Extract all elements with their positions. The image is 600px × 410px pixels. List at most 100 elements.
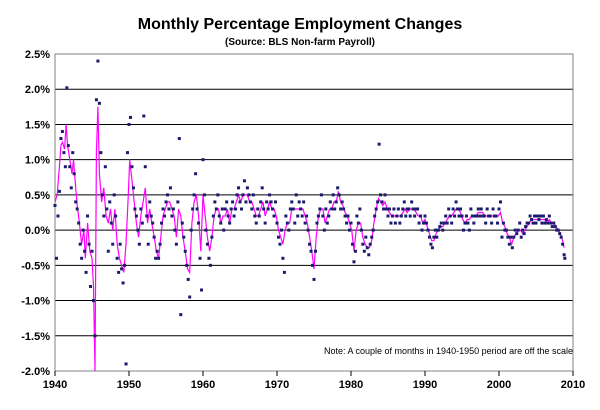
data-point <box>350 242 354 246</box>
data-point <box>541 214 545 218</box>
data-point <box>432 235 436 239</box>
data-point <box>365 246 369 250</box>
data-point <box>319 193 323 197</box>
data-point <box>355 214 359 218</box>
data-point <box>488 214 492 218</box>
data-point <box>87 242 91 246</box>
data-point <box>124 362 128 366</box>
chart-subtitle: (Source: BLS Non-farm Payroll) <box>225 37 375 48</box>
data-point <box>262 207 266 211</box>
data-point <box>327 214 331 218</box>
data-point <box>359 228 363 232</box>
data-point <box>232 214 236 218</box>
data-point <box>401 207 405 211</box>
data-point <box>504 228 508 232</box>
data-point <box>241 193 245 197</box>
data-point <box>527 221 531 225</box>
data-point <box>269 200 273 204</box>
data-point <box>210 235 214 239</box>
data-point <box>160 221 164 225</box>
data-point <box>479 207 483 211</box>
data-point <box>211 214 215 218</box>
data-point <box>396 207 400 211</box>
data-point <box>284 214 288 218</box>
data-point <box>509 235 513 239</box>
data-point <box>228 221 232 225</box>
data-point <box>126 151 130 155</box>
data-point <box>478 214 482 218</box>
data-point <box>303 221 307 225</box>
data-point <box>549 221 553 225</box>
data-point <box>374 207 378 211</box>
data-point <box>257 214 261 218</box>
data-point <box>146 242 150 246</box>
data-point <box>408 214 412 218</box>
data-point <box>413 214 417 218</box>
data-point <box>356 221 360 225</box>
data-point <box>112 193 116 197</box>
data-point <box>245 186 249 190</box>
data-point <box>204 228 208 232</box>
data-point <box>367 253 371 257</box>
data-point <box>102 214 106 218</box>
data-point <box>54 256 58 260</box>
data-point <box>242 179 246 183</box>
data-point <box>463 221 467 225</box>
data-point <box>93 334 97 338</box>
data-point <box>128 115 132 119</box>
data-point <box>543 221 547 225</box>
data-point <box>276 235 280 239</box>
data-point <box>94 98 98 102</box>
data-point <box>457 214 461 218</box>
data-point <box>459 207 463 211</box>
data-point <box>444 214 448 218</box>
data-point <box>445 221 449 225</box>
data-point <box>352 260 356 264</box>
data-point <box>174 242 178 246</box>
data-point <box>447 207 451 211</box>
data-point <box>368 242 372 246</box>
y-tick-label: 2.5% <box>25 49 50 61</box>
data-point <box>538 214 542 218</box>
data-point <box>108 200 112 204</box>
data-point <box>111 242 115 246</box>
data-point <box>494 214 498 218</box>
data-point <box>157 256 161 260</box>
data-point <box>151 221 155 225</box>
data-point <box>371 228 375 232</box>
data-point <box>170 214 174 218</box>
y-tick-label: 1.5% <box>25 119 50 131</box>
data-point <box>339 207 343 211</box>
data-point <box>265 200 269 204</box>
data-point <box>143 165 147 169</box>
data-point <box>238 200 242 204</box>
data-point <box>57 189 61 193</box>
data-point <box>331 193 335 197</box>
data-point <box>337 193 341 197</box>
data-point <box>426 228 430 232</box>
data-point <box>117 270 121 274</box>
data-point <box>154 256 158 260</box>
data-point <box>395 214 399 218</box>
y-tick-label: -2.0% <box>21 366 50 378</box>
data-point <box>377 142 381 146</box>
data-point <box>287 228 291 232</box>
data-point <box>145 214 149 218</box>
data-point <box>188 295 192 299</box>
data-point <box>86 214 90 218</box>
data-point <box>78 242 82 246</box>
data-point <box>313 249 317 253</box>
data-point <box>171 207 175 211</box>
data-point <box>226 214 230 218</box>
data-point <box>191 207 195 211</box>
data-point <box>183 249 187 253</box>
data-point <box>411 207 415 211</box>
data-point <box>142 114 146 118</box>
data-point <box>62 151 66 155</box>
data-point <box>519 235 523 239</box>
data-point <box>500 235 504 239</box>
data-point <box>300 214 304 218</box>
data-point <box>306 228 310 232</box>
data-point <box>340 200 344 204</box>
data-point <box>385 207 389 211</box>
